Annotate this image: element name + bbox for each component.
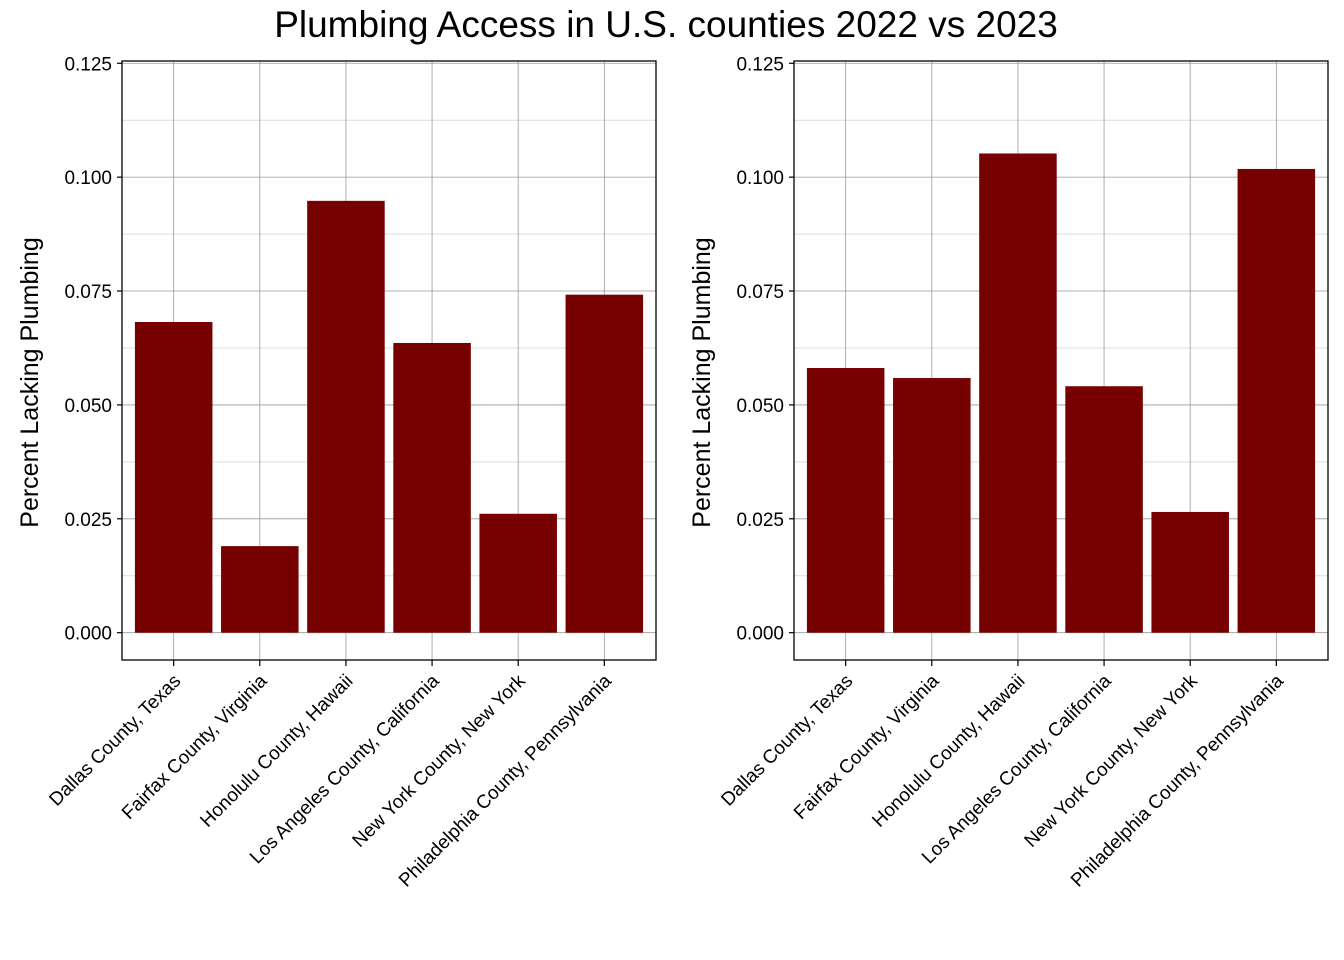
x-tick-label: New York County, New York (1021, 670, 1202, 851)
bar (393, 342, 471, 633)
bar (565, 294, 644, 633)
bar (1237, 168, 1316, 633)
y-axis-label: Percent Lacking Plumbing (688, 237, 716, 527)
y-tick-label: 0.000 (64, 624, 112, 645)
figure-title: Plumbing Access in U.S. counties 2022 vs… (274, 4, 1058, 45)
y-tick-label: 0.100 (736, 168, 784, 189)
y-tick-label: 0.025 (64, 510, 112, 531)
bar (479, 513, 557, 633)
panel-border (793, 60, 1329, 661)
x-tick-label: New York County, New York (349, 670, 530, 851)
bar (979, 153, 1057, 633)
y-axis-label: Percent Lacking Plumbing (16, 237, 44, 527)
bar (307, 200, 385, 633)
panel-border (121, 60, 657, 661)
y-tick-label: 0.025 (736, 510, 784, 531)
y-tick-label: 0.000 (736, 624, 784, 645)
bar (806, 368, 885, 633)
x-tick-label: Honolulu County, Hawaii (196, 671, 357, 832)
bar (893, 378, 971, 633)
y-tick-label: 0.100 (64, 168, 112, 189)
x-tick-label: Honolulu County, Hawaii (868, 671, 1029, 832)
y-tick-label: 0.050 (64, 396, 112, 417)
x-tick-label: Los Angeles County, California (918, 670, 1116, 868)
x-tick-label: Los Angeles County, California (246, 670, 444, 868)
x-tick-label: Fairfax County, Virginia (790, 670, 944, 824)
bar (1065, 386, 1143, 633)
bar (1151, 511, 1229, 633)
y-tick-label: 0.075 (64, 282, 112, 303)
bar (221, 546, 299, 633)
x-tick-label: Fairfax County, Virginia (118, 670, 272, 824)
y-tick-label: 0.125 (736, 54, 784, 75)
y-tick-label: 0.125 (64, 54, 112, 75)
y-tick-label: 0.050 (736, 396, 784, 417)
y-tick-label: 0.075 (736, 282, 784, 303)
bar (134, 322, 213, 633)
